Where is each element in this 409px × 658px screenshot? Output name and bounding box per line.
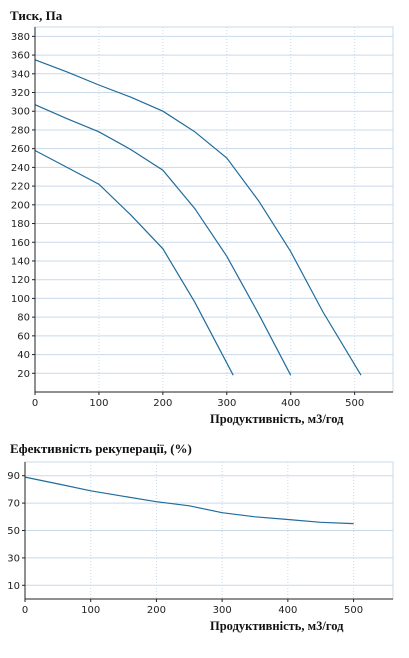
chart2-title: Ефективність рекуперації, (%) [10,441,192,456]
chart2-x-tick-label: 300 [213,605,232,616]
chart2-x-tick-label: 100 [81,605,100,616]
chart1-x-tick-label: 0 [32,398,38,409]
chart1-y-tick-label: 120 [11,275,30,286]
chart1-gridlines [35,27,393,392]
chart1-x-tick-label: 400 [281,398,300,409]
chart1-x-tick-label: 300 [217,398,236,409]
chart1-y-tick-label: 100 [11,294,30,305]
chart2-gridlines [25,462,393,599]
chart1-y-tick-label: 60 [17,331,30,342]
chart1-y-ticks: 20 40 60 80 100 120 140 160 180 200 220 240 260 280 30… [11,32,35,380]
chart1-series-line-1 [34,59,362,376]
chart1-y-tick-label: 360 [11,51,30,62]
chart1-series [34,59,362,376]
chart1-y-tick-label: 140 [11,256,30,267]
chart2-y-tick-label: 30 [7,553,20,564]
chart1-title: Тиск, Па [10,8,63,23]
chart1-y-tick-label: 220 [11,182,30,193]
chart2-x-axis-label: Продуктивність, м3/год [210,619,344,633]
chart1-y-tick-label: 280 [11,125,30,136]
chart1-x-tick-label: 200 [153,398,172,409]
chart2-x-ticks: 0 100 200 300 400 500 [22,599,363,616]
chart1-y-tick-label: 20 [17,369,30,380]
chart1-y-tick-label: 380 [11,32,30,43]
chart1-series-line-2 [34,104,292,376]
chart1-y-tick-label: 180 [11,219,30,230]
chart1-y-tick-label: 200 [11,200,30,211]
chart2-y-ticks: 10 30 50 70 90 [7,471,25,592]
chart1-x-tick-label: 500 [345,398,364,409]
chart2-x-tick-label: 500 [344,605,363,616]
chart1-y-tick-label: 240 [11,163,30,174]
chart2-series [24,476,354,525]
chart1-y-tick-label: 80 [17,313,30,324]
chart1-y-tick-label: 40 [17,350,30,361]
chart1-series-line-3 [34,149,234,376]
chart2-series-line-1 [24,476,354,525]
chart2-x-tick-label: 400 [278,605,297,616]
chart2-y-tick-label: 90 [7,471,20,482]
chart1-x-ticks: 0 100 200 300 400 500 [32,392,364,409]
chart2-y-tick-label: 10 [7,581,20,592]
chart1-y-tick-label: 260 [11,144,30,155]
chart1-y-tick-label: 340 [11,69,30,80]
chart1-plot-area [34,26,394,393]
chart1-y-tick-label: 320 [11,88,30,99]
chart2-x-tick-label: 0 [22,605,28,616]
chart2-x-tick-label: 200 [147,605,166,616]
chart1-x-tick-label: 100 [89,398,108,409]
chart1-x-axis-label: Продуктивність, м3/год [210,412,344,426]
chart1-y-tick-label: 160 [11,238,30,249]
chart2-y-tick-label: 50 [7,526,20,537]
chart2-y-tick-label: 70 [7,499,20,510]
chart1-y-tick-label: 300 [11,107,30,118]
